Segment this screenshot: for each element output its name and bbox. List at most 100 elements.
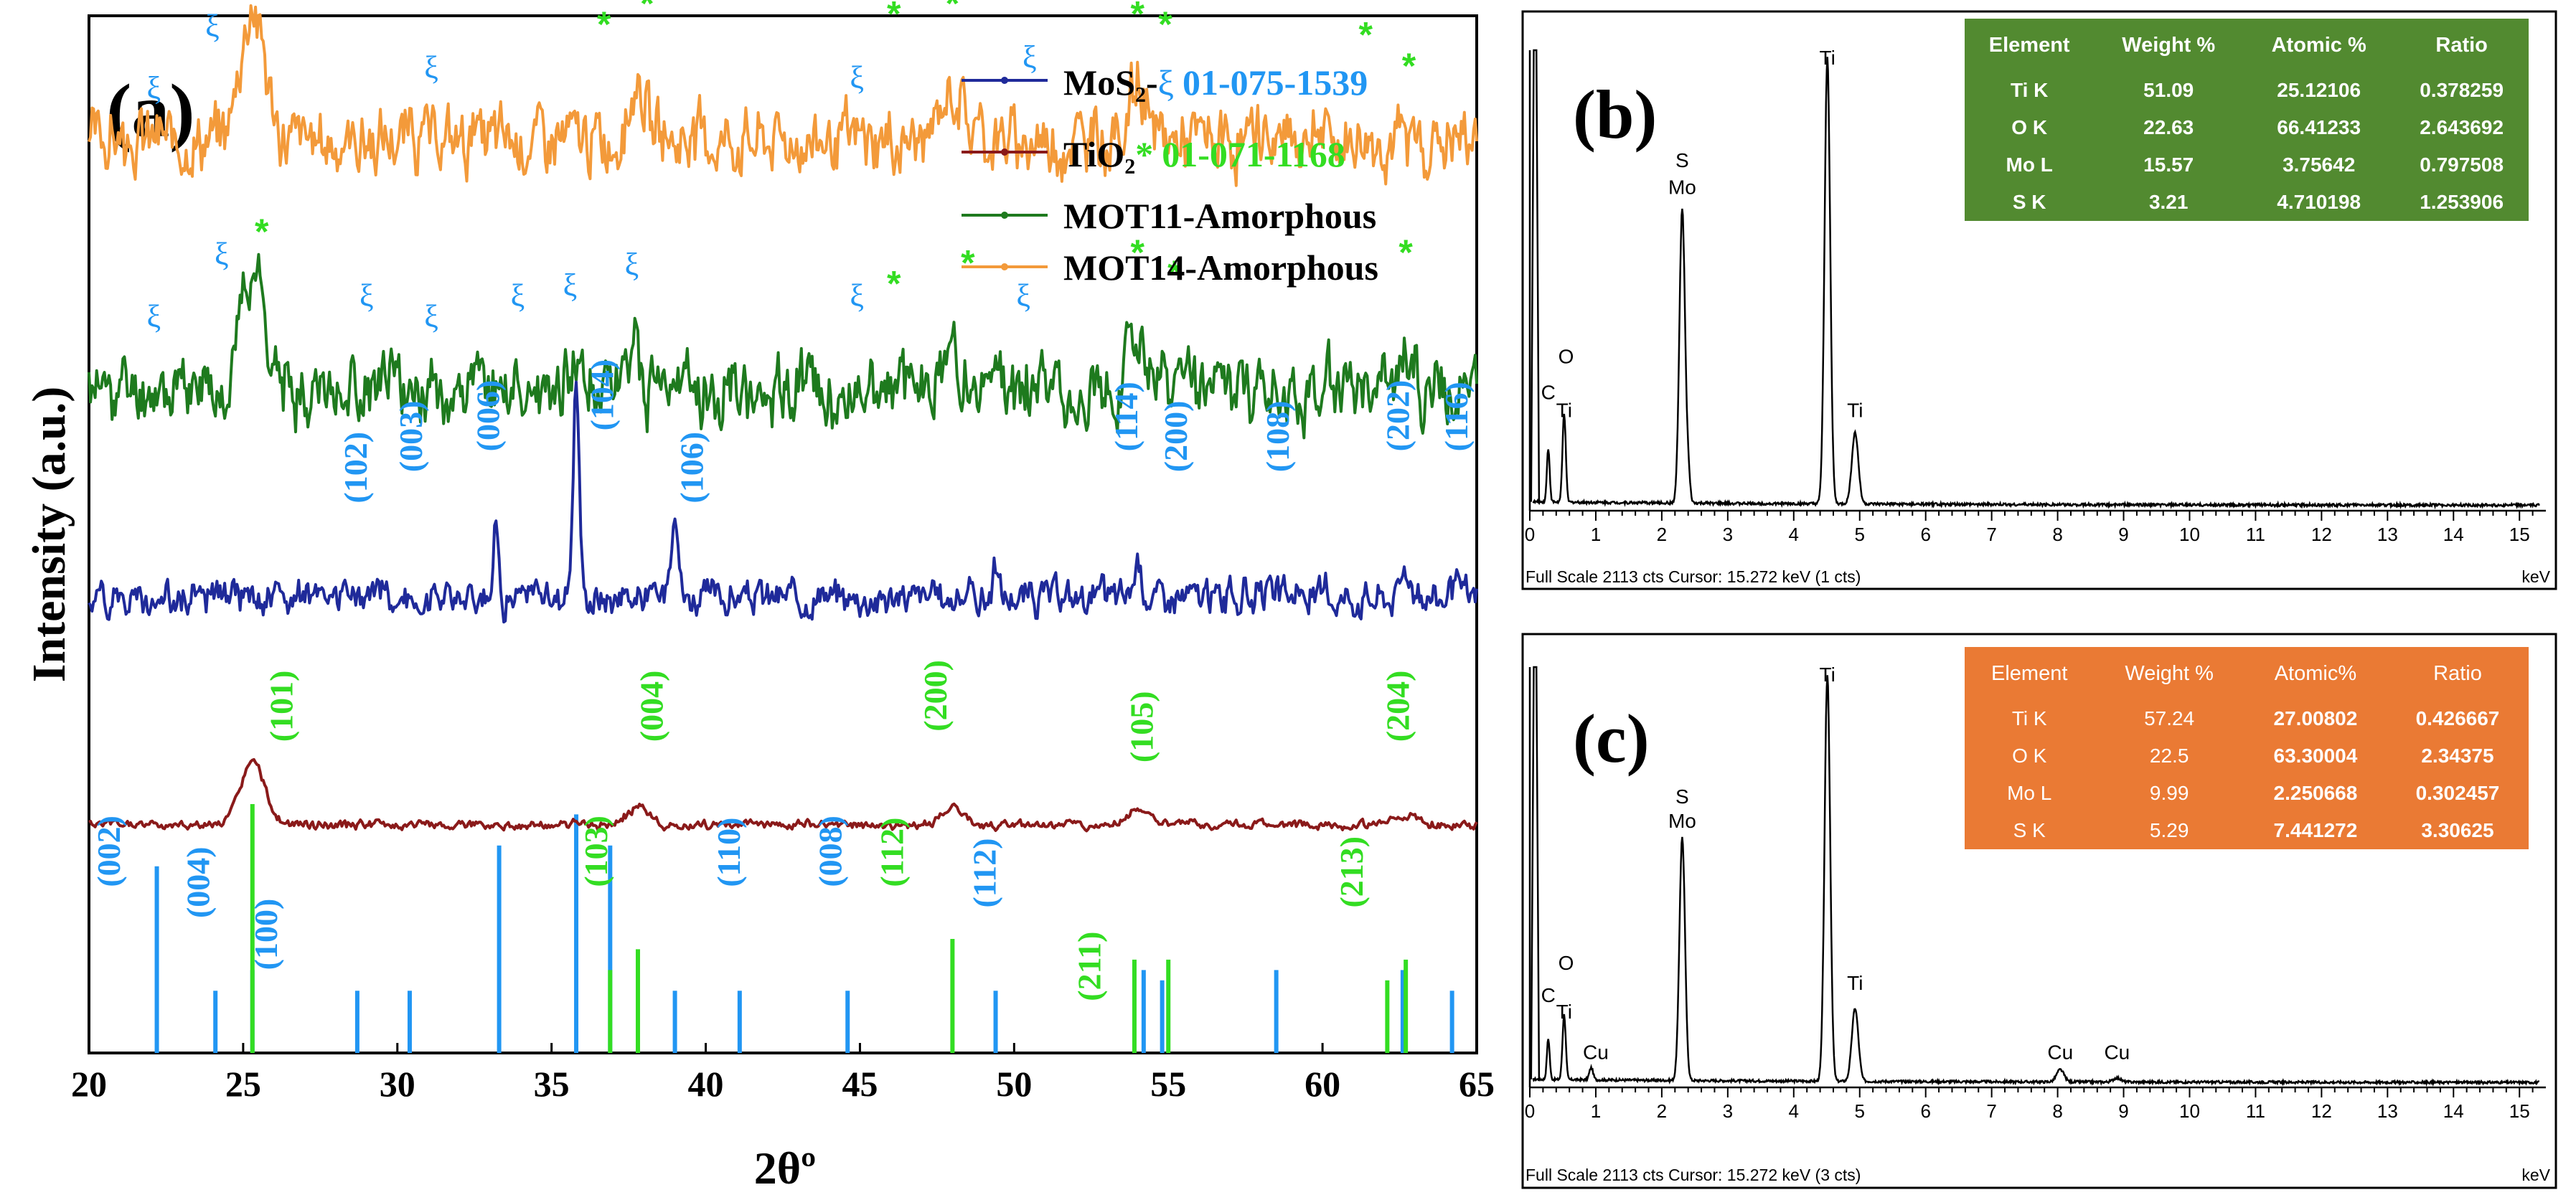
- star-peak-marker: *: [1402, 46, 1416, 86]
- xi-peak-marker: ξ: [563, 268, 578, 303]
- eds-x-tick-label: 12: [2311, 1100, 2332, 1122]
- table-cell: 5.29: [2149, 819, 2189, 841]
- table-cell: 3.30625: [2421, 819, 2494, 841]
- mos2-hkl-label: (008): [812, 816, 849, 887]
- legend-ref-tio2: 01-071-1168: [1162, 134, 1345, 174]
- mos2-hkl-label: (110): [710, 818, 747, 887]
- table-header-row: Element Weight % Atomic % Ratio: [1965, 19, 2529, 72]
- xi-peak-marker: ξ: [424, 50, 438, 85]
- table-cell: S K: [2012, 191, 2046, 213]
- table-cell: Mo L: [2007, 782, 2052, 804]
- legend-item-mot14: MOT14-Amorphous: [962, 247, 1378, 288]
- legend-item-mot11: MOT11-Amorphous: [962, 196, 1376, 236]
- legend-marker-mos2: [1001, 77, 1008, 84]
- eds-x-tick-label: 6: [1920, 1100, 1930, 1122]
- eds-x-tick-label: 13: [2377, 524, 2398, 545]
- mos2-hkl-label: (102): [337, 432, 374, 504]
- mos2-hkl-label: (006): [470, 380, 507, 452]
- xrd-annotations: (102) (003) (006) (104) (106) (114) (200) (108)…: [90, 0, 1475, 1001]
- xrd-y-axis-label: Intensity (a.u.): [23, 387, 75, 683]
- series-line-mot14: [88, 4, 1478, 187]
- table-row: O K 22.5 63.30004 2.34375: [1965, 737, 2529, 775]
- xi-peak-marker: ξ: [1016, 278, 1030, 313]
- xi-peak-marker: ξ: [1023, 39, 1037, 75]
- tio2-hkl-label: (200): [917, 660, 954, 732]
- star-peak-marker: *: [887, 263, 901, 303]
- legend-label-mos2: MoS₂-ξ 01-075-1539: [1063, 62, 1368, 103]
- eds-x-tick-label: 13: [2377, 1100, 2398, 1122]
- tio2-hkl-label: (101): [263, 671, 300, 742]
- eds-x-tick-label: 10: [2179, 524, 2200, 545]
- legend-label-mot14: MOT14-Amorphous: [1063, 247, 1378, 288]
- eds-x-tick-label: 0: [1525, 524, 1535, 545]
- xrd-panel: (a) Intensity (a.u.) 2θº 20 25 30 35 40 45 50 5…: [23, 0, 1495, 1194]
- eds-c-footer: Full Scale 2113 cts Cursor: 15.272 keV (…: [1526, 1166, 1861, 1184]
- xrd-plot-frame: [88, 14, 1478, 1054]
- table-cell: 25.12106: [2277, 79, 2361, 101]
- eds-peak-label: S: [1675, 149, 1689, 171]
- tio2-hkl-label: (204): [1379, 671, 1416, 742]
- eds-peak-label: Mo: [1668, 810, 1696, 832]
- xi-peak-marker: ξ: [625, 247, 639, 283]
- eds-x-tick-label: 14: [2443, 1100, 2464, 1122]
- x-tick-label: 65: [1459, 1064, 1495, 1104]
- xi-peak-marker: ξ: [850, 278, 864, 313]
- mos2-hkl-label: (114): [1108, 382, 1144, 451]
- series-line-tio2: [88, 757, 1478, 833]
- eds-x-tick-label: 7: [1986, 1100, 1996, 1122]
- star-peak-marker: *: [255, 212, 269, 252]
- table-header-row: Element Weight % Atomic% Ratio: [1965, 647, 2529, 700]
- table-cell: 2.34375: [2421, 745, 2494, 767]
- table-cell: 1.253906: [2420, 191, 2504, 213]
- star-peak-marker: *: [1167, 253, 1182, 293]
- mos2-hkl-label: (200): [1157, 401, 1194, 473]
- eds-b-spectrum: [1530, 49, 2540, 510]
- table-cell: 22.63: [2143, 116, 2194, 138]
- table-cell: 15.57: [2143, 153, 2194, 176]
- star-peak-marker: *: [1131, 0, 1145, 34]
- star-peak-marker: *: [961, 243, 975, 283]
- eds-x-tick-label: 4: [1789, 1100, 1799, 1122]
- eds-peak-label: Cu: [2047, 1041, 2073, 1063]
- table-cell: 0.797508: [2420, 153, 2504, 176]
- table-header-cell: Ratio: [2433, 661, 2482, 685]
- xrd-x-ticks: 20 25 30 35 40 45 50 55 60 65: [71, 1043, 1495, 1104]
- table-header-cell: Atomic %: [2271, 33, 2366, 57]
- table-cell: 3.21: [2148, 191, 2189, 213]
- mos2-hkl-label: (003): [392, 401, 429, 473]
- eds-x-tick-label: 12: [2311, 524, 2332, 545]
- xrd-x-axis-label: 2θº: [754, 1143, 817, 1194]
- eds-x-tick-label: 3: [1723, 1100, 1733, 1122]
- eds-x-tick-label: 3: [1723, 524, 1733, 545]
- tio2-hkl-label: (211): [1071, 932, 1108, 1001]
- eds-x-tick-label: 4: [1789, 524, 1799, 545]
- eds-x-tick-label: 14: [2443, 524, 2464, 545]
- x-tick-label: 30: [380, 1064, 415, 1104]
- table-row: Ti K 51.09 25.12106 0.378259: [1965, 72, 2529, 109]
- eds-peak-label: O: [1559, 952, 1574, 974]
- eds-x-tick-label: 7: [1986, 524, 1996, 545]
- mos2-hkl-label: (100): [248, 899, 284, 970]
- legend-marker-mot14: [1001, 263, 1008, 270]
- table-cell: 22.5: [2149, 745, 2189, 767]
- eds-x-tick-label: 0: [1525, 1100, 1535, 1122]
- eds-x-tick-label: 11: [2246, 1100, 2265, 1122]
- eds-x-tick-label: 9: [2118, 1100, 2128, 1122]
- table-cell: 0.378259: [2420, 79, 2504, 101]
- reference-sticks: [154, 803, 1454, 1053]
- xi-peak-marker: ξ: [511, 278, 525, 313]
- mos2-hkl-label: (004): [180, 846, 217, 918]
- eds-peak-label: S: [1675, 785, 1689, 808]
- eds-peak-label: Ti: [1847, 972, 1863, 994]
- eds-peak-label: Mo: [1668, 176, 1696, 198]
- xi-peak-marker: ξ: [215, 237, 229, 272]
- x-tick-label: 60: [1305, 1064, 1340, 1104]
- xrd-series-group: [88, 4, 1478, 833]
- table-cell: 4.710198: [2277, 191, 2361, 213]
- legend-item-mos2: MoS₂-ξ 01-075-1539: [962, 62, 1368, 103]
- xi-peak-marker: ξ: [205, 9, 220, 44]
- table-cell: S K: [2013, 819, 2046, 841]
- eds-x-tick-label: 1: [1591, 524, 1601, 545]
- eds-x-tick-label: 15: [2509, 524, 2530, 545]
- legend-label-tio2: TiO₂* 01-071-1168: [1063, 134, 1345, 174]
